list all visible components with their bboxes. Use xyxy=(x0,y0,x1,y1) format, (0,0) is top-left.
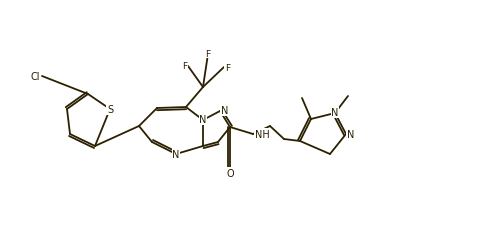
Text: N: N xyxy=(199,114,206,124)
Text: N: N xyxy=(331,108,339,118)
Text: N: N xyxy=(347,129,354,139)
Text: N: N xyxy=(221,106,228,116)
Text: NH: NH xyxy=(255,129,270,139)
Text: O: O xyxy=(226,168,234,178)
Text: F: F xyxy=(205,49,211,58)
Text: F: F xyxy=(182,61,187,70)
Text: Cl: Cl xyxy=(31,72,40,82)
Text: S: S xyxy=(107,105,113,114)
Text: N: N xyxy=(172,149,180,159)
Text: F: F xyxy=(225,63,230,72)
